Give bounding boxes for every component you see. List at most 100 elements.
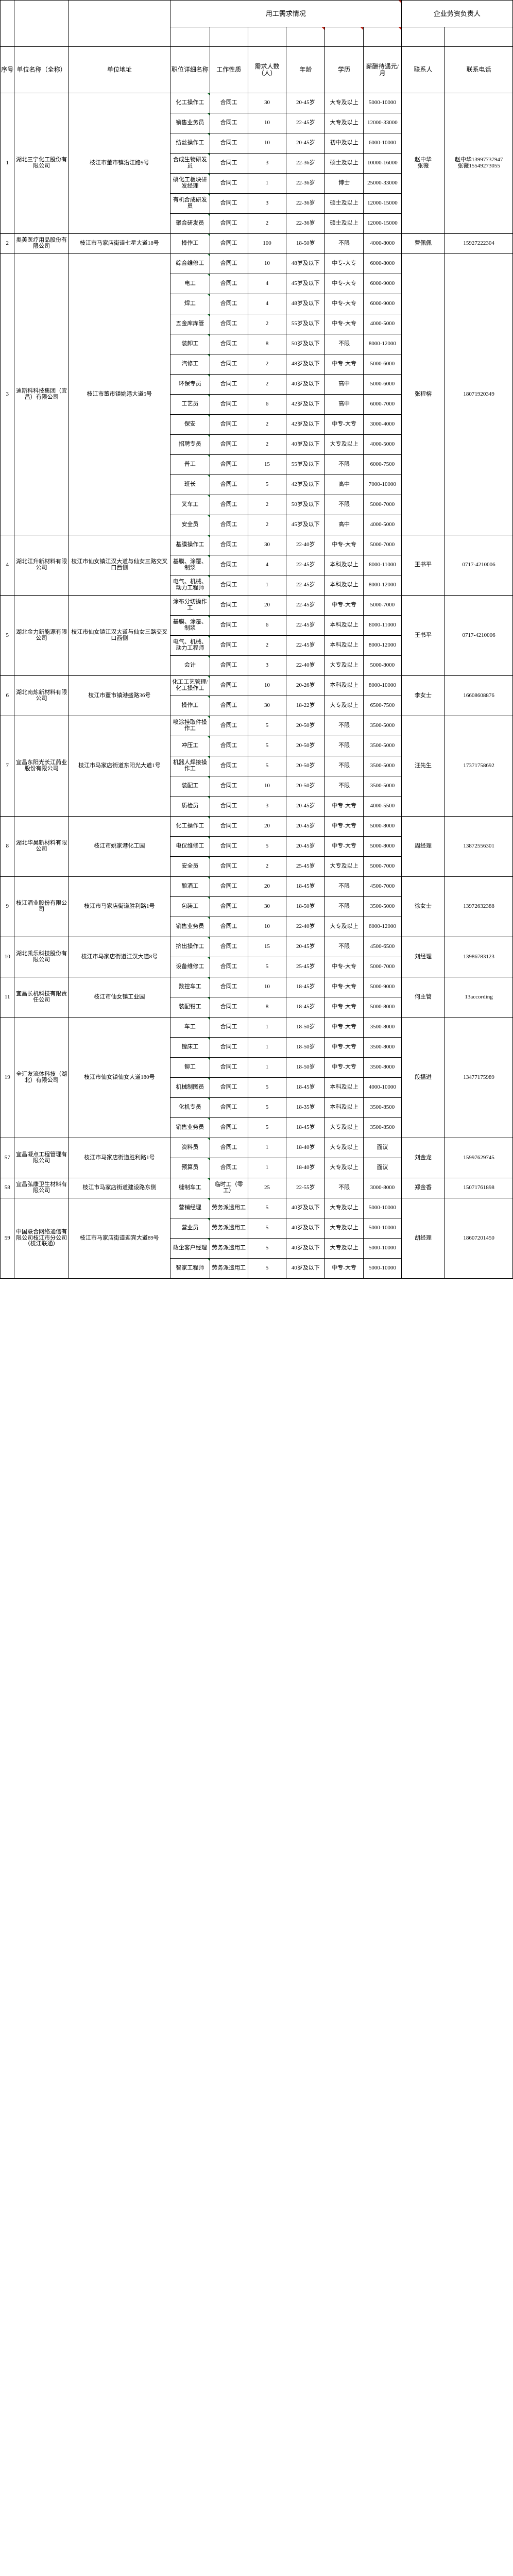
- cell-job-nature: 合同工: [209, 836, 248, 857]
- cell-index: 58: [0, 1178, 15, 1198]
- cell-age: 40岁及以下: [286, 1218, 326, 1239]
- cell-salary: 3500-8000: [363, 1057, 402, 1078]
- cell-salary: 3500-5000: [363, 716, 402, 736]
- cell-education: 大专及以上: [324, 856, 364, 877]
- cell-headcount: 5: [247, 736, 287, 756]
- cell-contact-phone: 赵中华13997737947 张薇15549273055: [444, 93, 513, 234]
- table-header: 用工需求情况 企业劳资负责人 序号 单位名称（全称） 单位地址 职位详细名称 工…: [0, 0, 513, 93]
- cell-headcount: 30: [247, 696, 287, 716]
- table-row: 焊工 合同工 4 48岁及以下 中专-大专 6000-9000: [1, 294, 513, 314]
- cell-job-title: 招聘专员: [169, 434, 210, 455]
- cell-age: 20-45岁: [286, 836, 326, 857]
- cell-contact-person: 周经理: [401, 816, 446, 877]
- cell-salary: 3500-8000: [363, 1017, 402, 1038]
- cell-job-title: 冲压工: [169, 736, 210, 756]
- cell-education: 中专-大专: [324, 1037, 364, 1058]
- cell-headcount: 10: [247, 133, 287, 154]
- cell-education: 不限: [324, 876, 364, 897]
- cell-age: 20-50岁: [286, 756, 326, 776]
- table-row: 装卸工 合同工 8 50岁及以下 不限 8000-12000: [1, 334, 513, 354]
- cell-job-title: 保安: [169, 414, 210, 435]
- cell-education: 大专及以上: [324, 1218, 364, 1239]
- header-spacer-salary: [363, 27, 402, 47]
- cell-unit-name: 全汇友流体科技（湖北）有限公司: [14, 1017, 69, 1138]
- table-row: 3 迪斯科科技集团（宜昌）有限公司 枝江市董市镇姚港大道5号 综合维修工 合同工 10 48…: [0, 253, 513, 535]
- cell-age: 22-36岁: [286, 153, 326, 174]
- cell-age: 18-40岁: [286, 1158, 326, 1178]
- cell-unit-name: 奥美医疗用品股份有限公司: [14, 233, 69, 254]
- cell-job-nature: 合同工: [209, 133, 248, 154]
- cell-salary: 5000-8000: [363, 997, 402, 1018]
- cell-education: 本科及以上: [324, 635, 364, 656]
- cell-job-nature: 合同工: [209, 555, 248, 575]
- cell-unit-address: 枝江市仙女镇江汉大道与仙女三路交叉口西侧: [68, 595, 170, 676]
- cell-job-nature: 合同工: [209, 917, 248, 937]
- cell-age: 18-45岁: [286, 977, 326, 997]
- cell-job-nature: 合同工: [209, 1117, 248, 1138]
- cell-job-title: 磷化工板块研发经理: [169, 173, 210, 194]
- column-header-contact-person: 联系人: [401, 46, 446, 93]
- cell-job-nature: 合同工: [209, 354, 248, 375]
- cell-education: 高中: [324, 474, 364, 495]
- cell-education: 初中及以上: [324, 133, 364, 154]
- header-spacer-nature: [209, 27, 248, 47]
- cell-age: 42岁及以下: [286, 394, 326, 415]
- cell-education: 本科及以上: [324, 1077, 364, 1098]
- cell-salary: 4500-7000: [363, 876, 402, 897]
- cell-age: 48岁及以下: [286, 294, 326, 314]
- column-header-job-title: 职位详细名称: [169, 46, 210, 93]
- cell-age: 18-50岁: [286, 1037, 326, 1058]
- table-row: 基膜、涂覆、制浆 合同工 6 22-45岁 本科及以上 8000-11000: [1, 615, 513, 636]
- cell-unit-address: 枝江市仙女镇仙女大道180号: [68, 1017, 170, 1138]
- cell-headcount: 1: [247, 1017, 287, 1038]
- cell-education: 高中: [324, 515, 364, 535]
- cell-salary: 4000-5000: [363, 434, 402, 455]
- cell-age: 22-36岁: [286, 193, 326, 214]
- table-row: 叉车工 合同工 2 50岁及以下 不限 5000-7000: [1, 495, 513, 515]
- cell-salary: 3500-5000: [363, 756, 402, 776]
- cell-contact-person: 刘经理: [401, 937, 446, 977]
- cell-job-title: 喷涂挂取件操作工: [169, 716, 210, 736]
- cell-age: 50岁及以下: [286, 334, 326, 354]
- cell-age: 18-45岁: [286, 1077, 326, 1098]
- cell-salary: 4000-5500: [363, 796, 402, 817]
- cell-headcount: 5: [247, 1198, 287, 1218]
- cell-job-nature: 合同工: [209, 937, 248, 957]
- cell-job-title: 基膜操作工: [169, 535, 210, 555]
- cell-job-title: 预算员: [169, 1158, 210, 1178]
- column-header-headcount: 需求人数（人）: [247, 46, 287, 93]
- cell-job-title: 普工: [169, 454, 210, 475]
- cell-education: 大专及以上: [324, 434, 364, 455]
- table-row: 政企客户经理 劳务派遣用工 5 40岁及以下 大专及以上 5000-10000: [1, 1238, 513, 1259]
- header-spacer-phone: [444, 27, 513, 47]
- cell-education: 不限: [324, 756, 364, 776]
- cell-salary: 7000-10000: [363, 474, 402, 495]
- cell-salary: 12000-15000: [363, 193, 402, 214]
- cell-education: 中专-大专: [324, 836, 364, 857]
- cell-headcount: 1: [247, 1037, 287, 1058]
- cell-salary: 6000-12000: [363, 917, 402, 937]
- cell-education: 硕士及以上: [324, 213, 364, 234]
- cell-contact-person: 王书平: [401, 535, 446, 596]
- cell-job-nature: 合同工: [209, 595, 248, 616]
- cell-education: 不限: [324, 736, 364, 756]
- cell-salary: 6000-7500: [363, 454, 402, 475]
- table-row: 包装工 合同工 30 18-50岁 不限 3500-5000: [1, 896, 513, 917]
- cell-headcount: 20: [247, 876, 287, 897]
- table-row: 设备维修工 合同工 5 25-45岁 中专-大专 5000-7000: [1, 957, 513, 977]
- cell-job-title: 装卸工: [169, 334, 210, 354]
- cell-headcount: 5: [247, 1117, 287, 1138]
- column-header-contact-phone: 联系电话: [444, 46, 513, 93]
- cell-job-title: 挤出操作工: [169, 937, 210, 957]
- cell-contact-phone: 15927222304: [444, 233, 513, 254]
- cell-age: 48岁及以下: [286, 354, 326, 375]
- cell-headcount: 20: [247, 595, 287, 616]
- cell-age: 18-50岁: [286, 1017, 326, 1038]
- table-row: 装配钳工 合同工 8 18-45岁 中专-大专 5000-8000: [1, 997, 513, 1018]
- cell-headcount: 8: [247, 334, 287, 354]
- cell-job-title: 设备维修工: [169, 957, 210, 977]
- cell-unit-address: 枝江市马家店街道胜利路1号: [68, 876, 170, 937]
- cell-salary: 3500-8500: [363, 1097, 402, 1118]
- cell-salary: 5000-8000: [363, 836, 402, 857]
- cell-job-nature: 合同工: [209, 233, 248, 254]
